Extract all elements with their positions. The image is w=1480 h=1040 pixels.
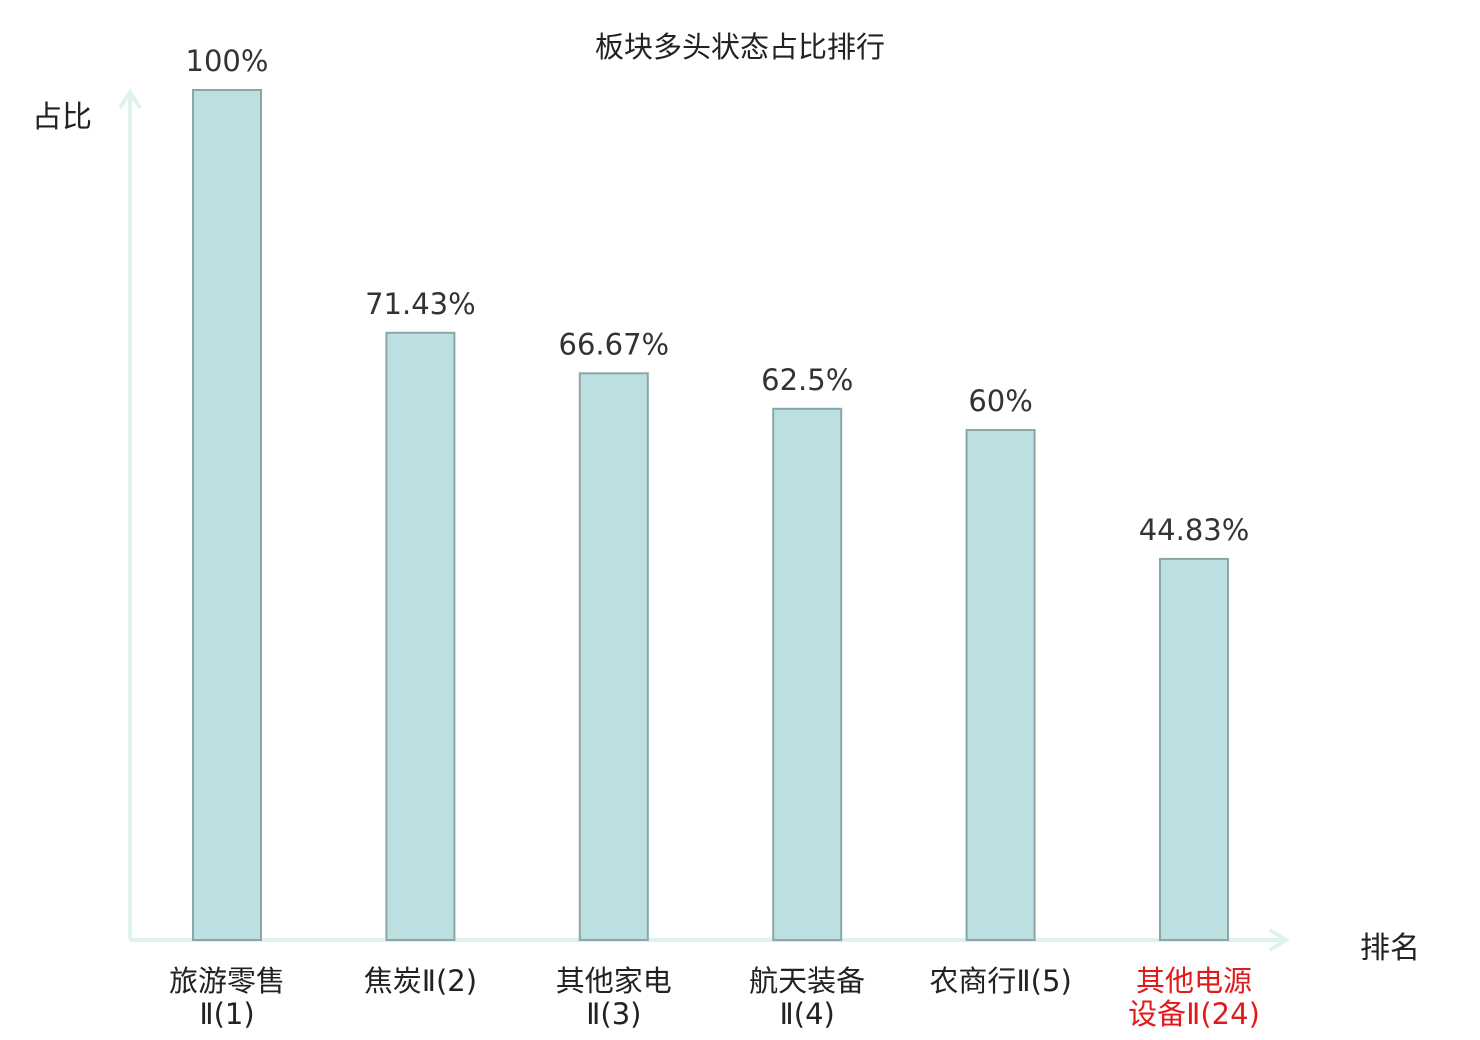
x-axis-arrow — [1268, 928, 1290, 952]
bar-value-label: 71.43% — [365, 287, 476, 321]
bar — [385, 331, 456, 941]
category-label: 航天装备 Ⅱ(4) — [749, 964, 866, 1031]
bar — [1159, 557, 1229, 942]
category-label: 农商行Ⅱ(5) — [929, 964, 1072, 998]
category-label: 旅游零售 Ⅱ(1) — [168, 964, 285, 1031]
bars — [192, 89, 1229, 942]
bar-value-label: 44.83% — [1139, 513, 1250, 547]
bar — [772, 407, 843, 942]
bar-value-label: 66.67% — [559, 327, 670, 361]
bar-value-label: 60% — [968, 384, 1032, 418]
bar-value-label: 62.5% — [761, 363, 853, 397]
bar — [965, 429, 1036, 941]
value-labels: 100% 71.43% 66.67% 62.5% 60% 44.83% — [186, 44, 1250, 547]
y-axis-arrow — [118, 88, 142, 110]
chart-title: 板块多头状态占比排行 — [594, 30, 885, 64]
x-axis-label: 排名 — [1360, 931, 1420, 966]
category-label: 其他电源 设备Ⅱ(24) — [1128, 964, 1260, 1031]
y-axis-label: 占比 — [32, 100, 92, 135]
bar — [578, 372, 649, 941]
bar — [192, 89, 262, 941]
axes — [118, 88, 1290, 952]
category-label: 焦炭Ⅱ(2) — [363, 964, 478, 998]
category-label: 其他家电 Ⅱ(3) — [555, 964, 672, 1031]
bar-value-label: 100% — [186, 44, 269, 78]
